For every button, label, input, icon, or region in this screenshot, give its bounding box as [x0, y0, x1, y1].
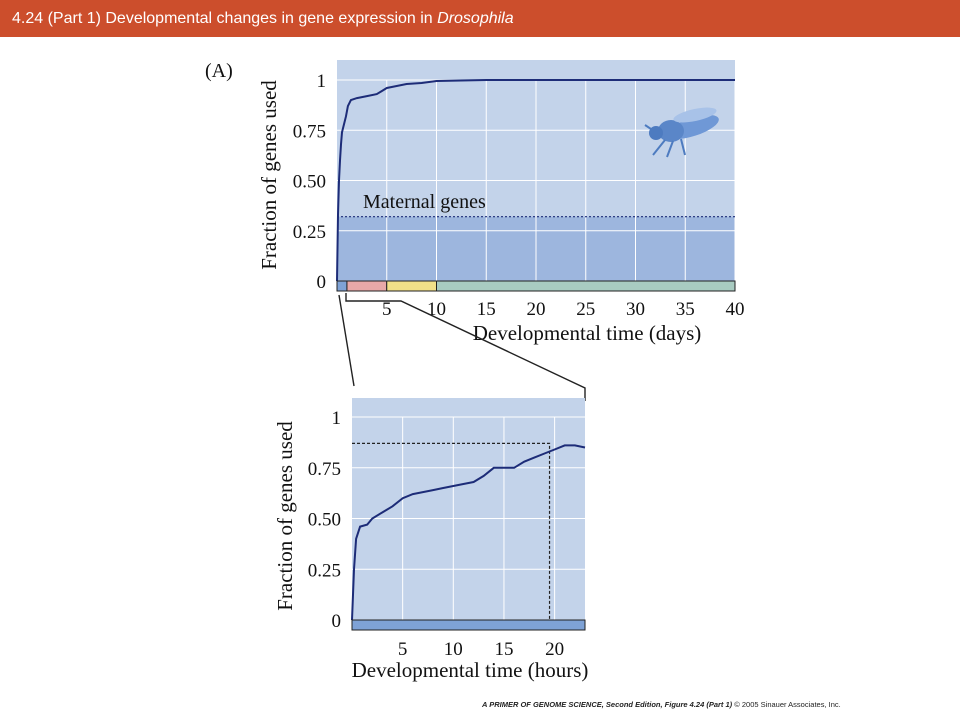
panel-b-reference-line: [352, 442, 551, 620]
panel-a-y-ticks: 0 0.25 0.50 0.75 1: [293, 71, 326, 293]
slide-title-text: 4.24 (Part 1) Developmental changes in g…: [12, 10, 438, 27]
y-tick-label: 0: [317, 272, 327, 293]
x-tick-label: 20: [545, 639, 564, 660]
x-tick-label: 10: [444, 639, 463, 660]
copyright-notice: © 2005 Sinauer Associates, Inc.: [734, 700, 841, 709]
figure: (A) Fraction of genes used Maternal gene…: [205, 60, 745, 682]
y-tick-label: 1: [317, 71, 327, 92]
x-tick-label: 25: [576, 299, 595, 320]
y-tick-label: 0: [332, 611, 342, 632]
panel-b-xlabel: Developmental time (hours): [352, 658, 589, 682]
x-tick-label: 10: [427, 299, 446, 320]
stage-segment-pupa: [386, 280, 437, 292]
stage-segment-adult: [436, 280, 736, 292]
panel-b-y-ticks: 0 0.25 0.50 0.75 1: [308, 408, 341, 632]
x-tick-label: 15: [477, 299, 496, 320]
fly-icon: [644, 107, 719, 158]
panel-b-grid: [352, 416, 585, 620]
slide-title-species: Drosophila: [437, 10, 514, 27]
panel-a: (A) Fraction of genes used Maternal gene…: [205, 60, 745, 345]
zoom-connector: [338, 293, 586, 401]
y-tick-label: 0.50: [293, 172, 326, 193]
y-tick-label: 0.25: [293, 222, 326, 243]
panel-a-x-ticks: 5 10 15 20 25 30 35 40: [382, 299, 745, 320]
y-tick-label: 1: [332, 408, 342, 429]
panel-b-x-ticks: 5 10 15 20: [398, 639, 564, 660]
x-tick-label: 5: [398, 639, 408, 660]
book-credit: A PRIMER OF GENOME SCIENCE, Second Editi…: [482, 700, 733, 709]
panel-a-label: (A): [205, 60, 233, 82]
panel-a-xlabel: Developmental time (days): [473, 321, 702, 345]
slide-title: 4.24 (Part 1) Developmental changes in g…: [0, 0, 960, 37]
stage-segment-larva: [346, 280, 388, 292]
figure-credit: A PRIMER OF GENOME SCIENCE, Second Editi…: [482, 700, 952, 709]
panel-b-plot-bg: [352, 398, 585, 620]
panel-a-stage-bar: [336, 280, 736, 292]
y-tick-label: 0.75: [308, 459, 341, 480]
panel-b-ylabel: Fraction of genes used: [273, 421, 297, 611]
y-tick-label: 0.25: [308, 560, 341, 581]
x-tick-label: 15: [494, 639, 513, 660]
x-tick-label: 5: [382, 299, 392, 320]
x-tick-label: 30: [626, 299, 645, 320]
y-tick-label: 0.75: [293, 121, 326, 142]
panel-b: Fraction of genes used 0 0.25 0.50 0.75 1 5 1…: [273, 398, 588, 682]
panel-b-time-bar: [351, 619, 586, 631]
stage-segment-embryo: [336, 280, 348, 292]
x-tick-label: 35: [676, 299, 695, 320]
panel-b-line-series: [351, 444, 586, 621]
x-tick-label: 20: [527, 299, 546, 320]
panel-a-line-series: [336, 79, 735, 282]
panel-a-maternal-label: Maternal genes: [363, 191, 486, 213]
x-tick-label: 40: [726, 299, 745, 320]
panel-a-ylabel: Fraction of genes used: [257, 80, 281, 270]
y-tick-label: 0.50: [308, 510, 341, 531]
